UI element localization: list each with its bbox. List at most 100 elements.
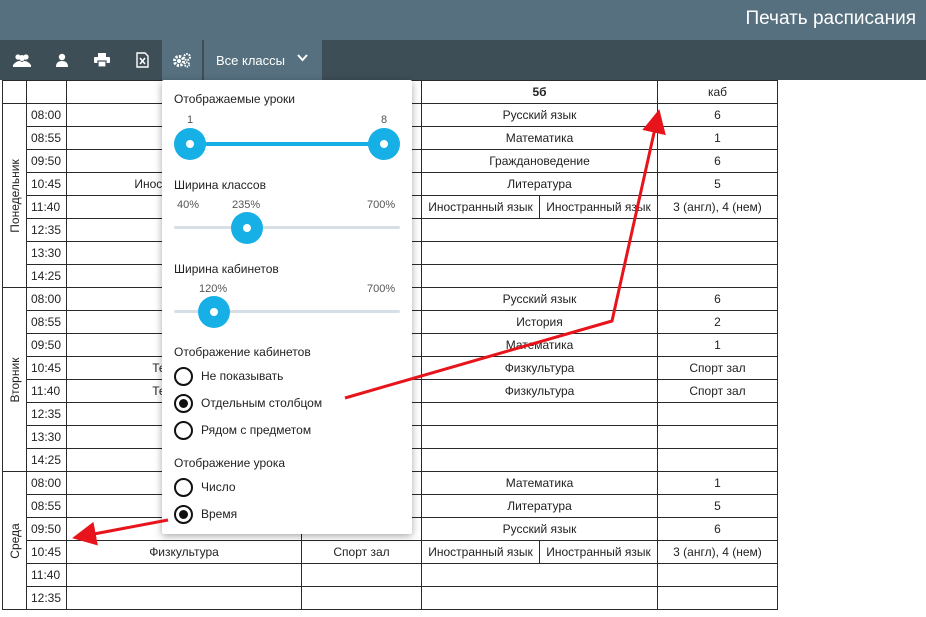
- room-cell: [657, 586, 778, 610]
- room-header: каб: [657, 80, 778, 104]
- day-label: Понедельник: [7, 158, 22, 233]
- subject-cell: [421, 218, 658, 242]
- users-button[interactable]: [2, 40, 42, 80]
- time-cell: 11:40: [26, 563, 67, 587]
- room-cell: [657, 448, 778, 472]
- class-width-slider-track[interactable]: [174, 226, 400, 229]
- table-row: 12:35: [3, 586, 778, 610]
- user-button[interactable]: [42, 40, 82, 80]
- radio-button[interactable]: [174, 477, 193, 497]
- settings-button[interactable]: [162, 40, 202, 80]
- lessons-slider-fill: [190, 142, 384, 146]
- room-cell: 6: [657, 287, 778, 311]
- class-width-value-label: 235%: [232, 199, 261, 211]
- subject-cell: Литература: [421, 494, 658, 518]
- subject-cell: Литература: [421, 172, 658, 196]
- classes-dropdown[interactable]: Все классы: [204, 40, 322, 80]
- table-row: 11:40: [3, 563, 778, 587]
- subject-cell: [421, 402, 658, 426]
- room-cell: 1: [657, 333, 778, 357]
- room-width-slider-thumb[interactable]: [198, 296, 230, 328]
- radio-button[interactable]: [174, 420, 193, 440]
- user-icon: [56, 53, 68, 67]
- room-cell: 6: [657, 517, 778, 541]
- time-cell: 09:50: [26, 333, 67, 357]
- subject-cell: [421, 264, 658, 288]
- room-cell: Спорт зал: [657, 356, 778, 380]
- time-cell: 10:45: [26, 356, 67, 380]
- subject-cell: Иностранный язык: [421, 540, 540, 564]
- subject-cell: [66, 586, 302, 610]
- page-title: Печать расписания: [745, 8, 916, 29]
- room-display-option-column[interactable]: Отдельным столбцом: [174, 393, 322, 413]
- time-cell: 08:00: [26, 103, 67, 127]
- class-width-max-label: 700%: [367, 199, 396, 211]
- radio-label: Отдельным столбцом: [201, 396, 323, 410]
- day-cell: Вторник: [2, 287, 27, 472]
- radio-button-selected[interactable]: [174, 393, 193, 413]
- room-cell: 5: [657, 172, 778, 196]
- classes-dropdown-label: Все классы: [216, 52, 286, 68]
- lessons-max-label: 8: [381, 114, 388, 126]
- time-cell: 08:00: [26, 471, 67, 495]
- room-cell: [657, 563, 778, 587]
- class-width-title: Ширина классов: [174, 178, 266, 192]
- table-row: 10:45 Физкультура Спорт зал Иностранный язы…: [3, 540, 778, 564]
- day-cell: Понедельник: [2, 103, 27, 288]
- toolbar: Все классы: [0, 40, 926, 80]
- subject-cell: [421, 586, 658, 610]
- radio-label: Число: [201, 480, 236, 494]
- lessons-slider-max-thumb[interactable]: [368, 128, 400, 160]
- lesson-display-option-time[interactable]: Время: [174, 504, 237, 524]
- room-cell: [657, 241, 778, 265]
- subject-cell: Физкультура: [421, 356, 658, 380]
- room-cell: 5: [657, 494, 778, 518]
- time-cell: 13:30: [26, 241, 67, 265]
- time-cell: 12:35: [26, 586, 67, 610]
- time-cell: 13:30: [26, 425, 67, 449]
- lessons-slider-min-thumb[interactable]: [174, 128, 206, 160]
- subject-cell: Русский язык: [421, 103, 658, 127]
- room-cell: 3 (англ), 4 (нем): [657, 540, 778, 564]
- room-cell: 6: [657, 149, 778, 173]
- subject-cell: [421, 425, 658, 449]
- room-display-option-none[interactable]: Не показывать: [174, 366, 283, 386]
- time-cell: 09:50: [26, 149, 67, 173]
- room-cell: [301, 586, 422, 610]
- time-cell: 08:00: [26, 287, 67, 311]
- room-display-option-beside[interactable]: Рядом с предметом: [174, 420, 311, 440]
- lesson-display-title: Отображение урока: [174, 456, 286, 470]
- lessons-min-label: 1: [187, 114, 194, 126]
- class-width-slider-thumb[interactable]: [231, 212, 263, 244]
- subject-cell: [421, 448, 658, 472]
- radio-label: Время: [201, 507, 238, 521]
- radio-button-selected[interactable]: [174, 504, 193, 524]
- room-cell: [657, 402, 778, 426]
- room-width-max-label: 700%: [367, 283, 396, 295]
- room-width-title: Ширина кабинетов: [174, 262, 279, 276]
- radio-label: Рядом с предметом: [201, 423, 312, 437]
- room-cell: 1: [657, 126, 778, 150]
- print-button[interactable]: [82, 40, 122, 80]
- room-cell: 6: [657, 103, 778, 127]
- room-cell: [657, 264, 778, 288]
- app-header: Печать расписания: [0, 0, 926, 40]
- class-header: 5б: [421, 80, 658, 104]
- printer-icon: [94, 53, 110, 67]
- time-cell: 12:35: [26, 402, 67, 426]
- room-width-slider-track[interactable]: [174, 310, 400, 313]
- subject-cell: Иностранный язык: [421, 195, 540, 219]
- radio-button[interactable]: [174, 366, 193, 386]
- room-width-value-label: 120%: [199, 283, 228, 295]
- room-display-title: Отображение кабинетов: [174, 345, 311, 359]
- time-cell: 11:40: [26, 379, 67, 403]
- room-cell: Спорт зал: [301, 540, 422, 564]
- room-cell: Спорт зал: [657, 379, 778, 403]
- users-icon: [13, 54, 31, 67]
- room-cell: 1: [657, 471, 778, 495]
- time-cell: 08:55: [26, 310, 67, 334]
- lesson-display-option-number[interactable]: Число: [174, 477, 236, 497]
- export-excel-button[interactable]: [122, 40, 162, 80]
- subject-cell: Граждановедение: [421, 149, 658, 173]
- time-cell: 08:55: [26, 126, 67, 150]
